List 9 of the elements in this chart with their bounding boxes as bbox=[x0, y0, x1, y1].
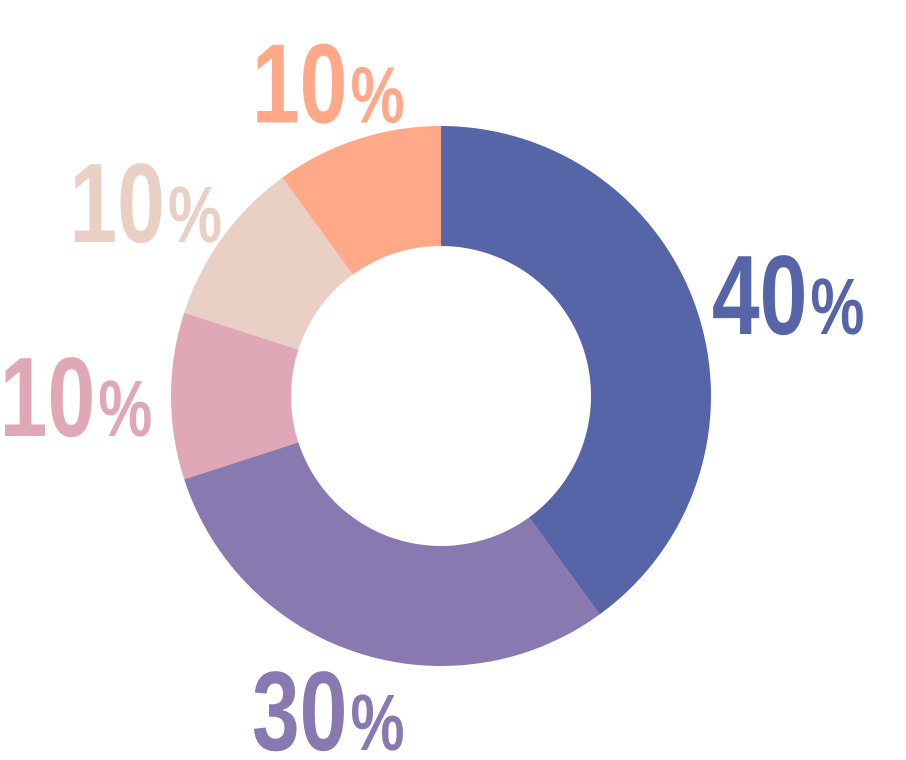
donut-slice bbox=[282, 126, 441, 275]
data-label: 10% bbox=[252, 20, 405, 148]
donut-slice bbox=[441, 126, 710, 614]
data-label: 10% bbox=[0, 334, 152, 461]
donut-slice bbox=[184, 442, 600, 666]
donut-slice bbox=[172, 312, 298, 480]
data-label: 40% bbox=[712, 232, 864, 359]
data-label: 30% bbox=[252, 648, 405, 760]
data-label: 10% bbox=[69, 140, 222, 267]
